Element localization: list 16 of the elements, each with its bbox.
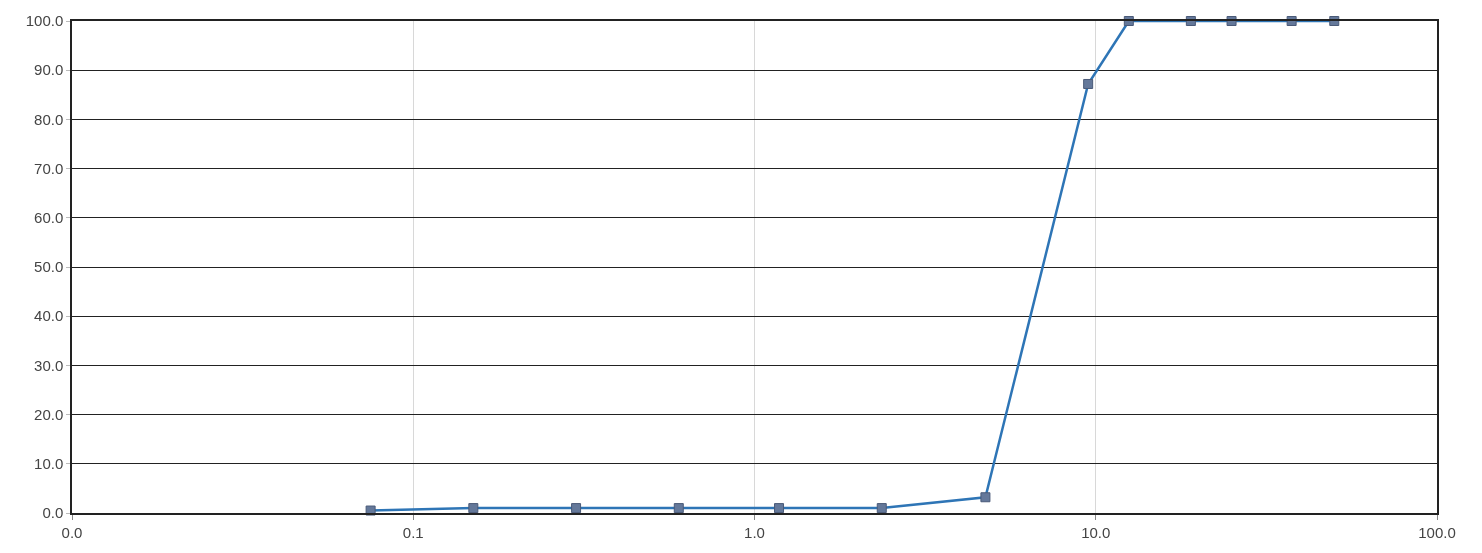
y-tick-label: 30.0 xyxy=(34,356,64,374)
y-tick-label: 100.0 xyxy=(25,12,64,30)
y-tick-label: 80.0 xyxy=(34,110,64,128)
x-tick-label: 0.1 xyxy=(402,523,424,541)
y-tick-label: 90.0 xyxy=(34,61,64,79)
x-tick-label: 0.0 xyxy=(61,523,83,541)
y-tick-label: 20.0 xyxy=(34,405,64,423)
x-tick-label: 1.0 xyxy=(744,523,765,541)
y-tick-label: 40.0 xyxy=(34,307,64,325)
x-tick-label: 10.0 xyxy=(1081,523,1111,541)
x-tick-label: 100.0 xyxy=(1418,523,1456,541)
y-tick-label: 10.0 xyxy=(34,455,64,473)
y-tick-label: 70.0 xyxy=(34,159,64,177)
y-tick-label: 0.0 xyxy=(42,504,64,522)
y-tick-label: 60.0 xyxy=(34,209,64,227)
y-tick-label: 50.0 xyxy=(34,258,64,276)
